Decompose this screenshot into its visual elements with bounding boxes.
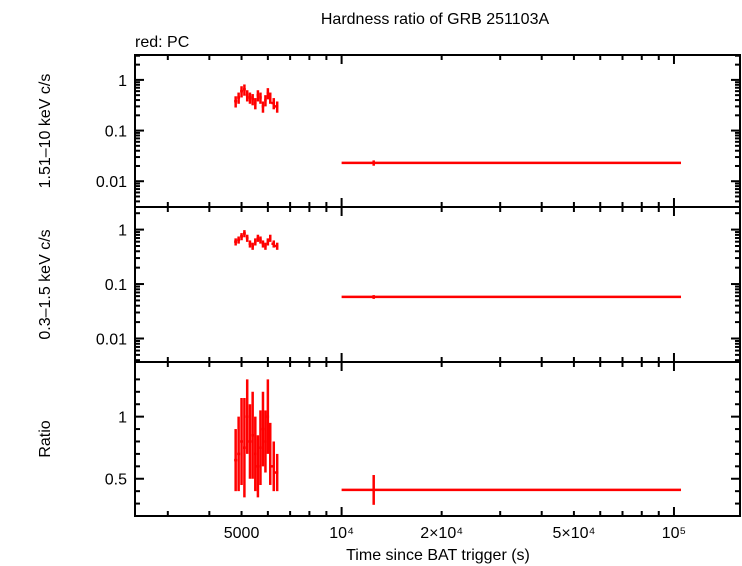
x-tick-label: 5000 bbox=[224, 525, 260, 542]
y-tick-label: 1 bbox=[118, 73, 127, 90]
panel-frame bbox=[134, 206, 741, 363]
y-tick-label: 1 bbox=[118, 223, 127, 240]
legend-note: red: PC bbox=[135, 34, 189, 51]
y-axis-label: 0.3–1.5 keV c/s bbox=[37, 229, 54, 339]
x-axis-label: Time since BAT trigger (s) bbox=[346, 547, 530, 564]
x-tick-label: 10⁵ bbox=[662, 525, 686, 542]
chart-title: Hardness ratio of GRB 251103A bbox=[321, 11, 550, 28]
y-axis-label: Ratio bbox=[37, 420, 54, 457]
x-tick-label: 2×10⁴ bbox=[420, 525, 463, 542]
y-axis-label: 1.51–10 keV c/s bbox=[37, 74, 54, 189]
panel-frame bbox=[134, 361, 741, 517]
x-tick-label: 10⁴ bbox=[329, 525, 354, 542]
y-tick-label: 0.1 bbox=[105, 277, 127, 294]
y-tick-label: 0.01 bbox=[96, 331, 127, 348]
y-tick-label: 0.5 bbox=[105, 472, 127, 489]
panel-frame bbox=[134, 54, 741, 208]
y-tick-label: 0.1 bbox=[105, 124, 127, 141]
y-tick-label: 1 bbox=[118, 410, 127, 427]
y-tick-label: 0.01 bbox=[96, 174, 127, 191]
x-tick-label: 5×10⁴ bbox=[552, 525, 595, 542]
